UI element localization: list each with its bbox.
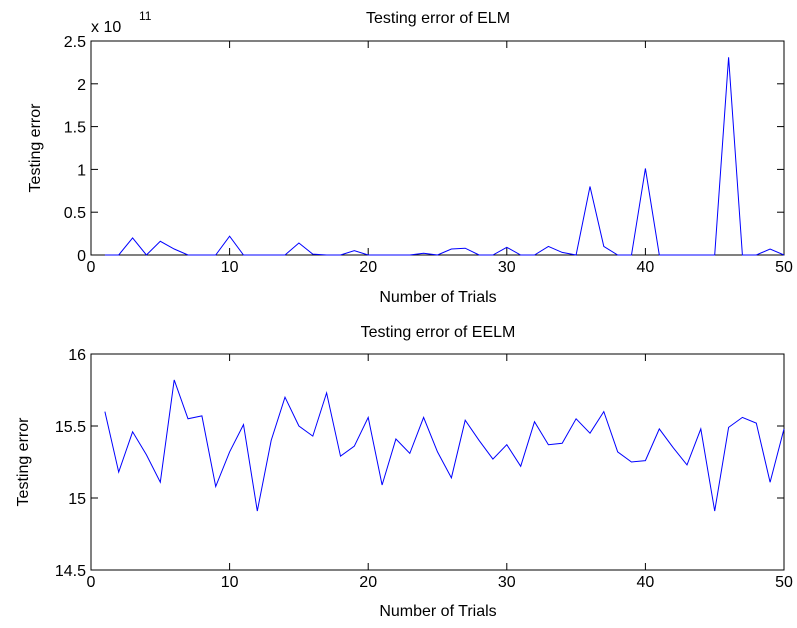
elm-axes: Testing error of ELM x 10 11 Testing err…	[27, 9, 793, 306]
elm-y-tick-label: 2	[77, 77, 86, 94]
elm-y-exponent-base: x 10	[91, 19, 121, 36]
eelm-plot-frame	[90, 353, 785, 571]
eelm-x-axis-label: Number of Trials	[379, 603, 496, 620]
elm-x-tick-label: 0	[87, 259, 96, 276]
elm-y-exponent-power: 11	[139, 9, 152, 23]
elm-y-tick-label: 1.5	[64, 120, 86, 137]
eelm-x-tick-label: 10	[221, 574, 239, 591]
elm-y-tick-label: 1	[77, 162, 86, 179]
elm-y-tick-label: 2.5	[64, 34, 86, 51]
elm-series-line	[104, 57, 785, 256]
eelm-series-line	[104, 379, 785, 512]
eelm-y-axis-label: Testing error	[15, 417, 32, 507]
elm-y-tick-label: 0	[77, 248, 86, 265]
elm-x-tick-label: 50	[775, 259, 793, 276]
eelm-y-tick-label: 15.5	[55, 419, 86, 436]
elm-title: Testing error of ELM	[366, 10, 510, 27]
elm-x-tick-label: 30	[498, 259, 516, 276]
eelm-x-tick-label: 30	[498, 574, 516, 591]
eelm-x-tick-label: 0	[87, 574, 96, 591]
eelm-y-tick-label: 14.5	[55, 563, 86, 580]
elm-plot-frame	[90, 40, 785, 256]
eelm-x-tick-label: 40	[637, 574, 655, 591]
elm-x-axis-label: Number of Trials	[379, 289, 496, 306]
eelm-x-tick-label: 20	[359, 574, 377, 591]
eelm-y-tick-label: 15	[68, 491, 86, 508]
eelm-title: Testing error of EELM	[361, 324, 516, 341]
elm-y-tick-label: 0.5	[64, 205, 86, 222]
elm-y-axis-label: Testing error	[27, 103, 44, 193]
elm-x-tick-label: 40	[637, 259, 655, 276]
elm-x-tick-label: 10	[221, 259, 239, 276]
eelm-x-tick-label: 50	[775, 574, 793, 591]
eelm-axes: Testing error of EELM Testing error Numb…	[15, 324, 793, 620]
eelm-y-tick-label: 16	[68, 347, 86, 364]
elm-x-tick-label: 20	[359, 259, 377, 276]
